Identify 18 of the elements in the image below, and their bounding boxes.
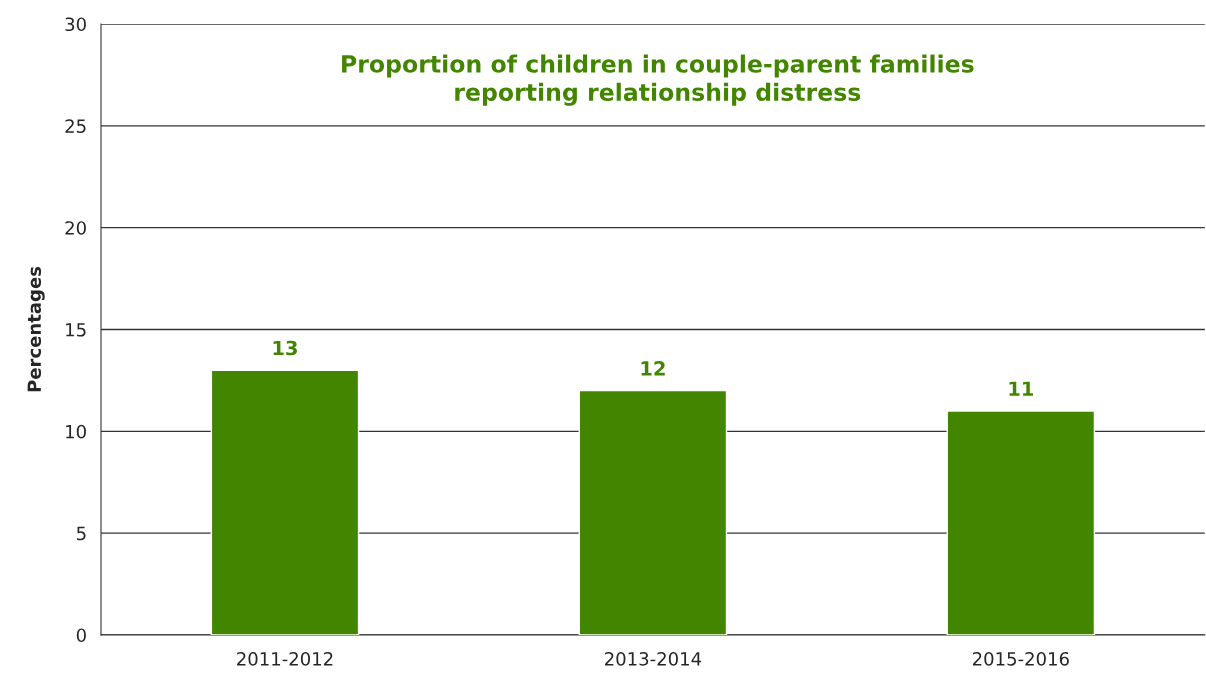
y-tick-label: 5 xyxy=(77,526,86,541)
y-tick-label: 10 xyxy=(66,424,86,439)
bar xyxy=(946,410,1096,635)
y-tick-label: 0 xyxy=(76,628,86,643)
y-tick-label: 25 xyxy=(65,119,86,133)
y-axis-title: Percentages xyxy=(27,266,45,392)
y-tick-label: 30 xyxy=(65,17,86,32)
y-tick-label: 15 xyxy=(66,323,86,337)
data-label: 11 xyxy=(1009,381,1034,396)
text: Proportion of children in couple-parent families reporting relationship distress xyxy=(342,54,974,106)
x-tick-label: 2013-2014 xyxy=(605,651,702,666)
x-tick-label: 2015-2016 xyxy=(972,651,1069,666)
data-label: 12 xyxy=(641,361,665,376)
x-tick-label: 2011-2012 xyxy=(237,651,333,666)
bar xyxy=(210,369,360,635)
data-label: 13 xyxy=(273,340,297,356)
y-tick-label: 20 xyxy=(65,221,86,235)
bar xyxy=(578,389,728,635)
